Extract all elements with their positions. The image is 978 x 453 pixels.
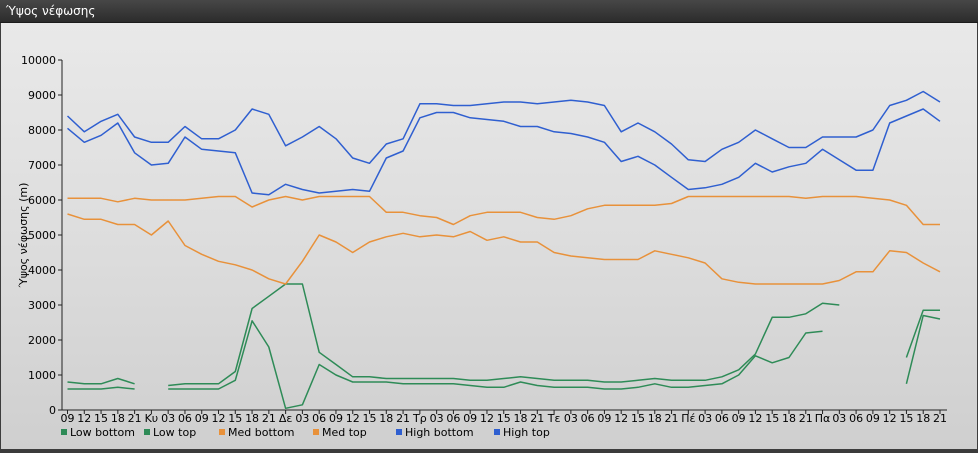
y-tick-label: 3000 <box>28 299 56 312</box>
x-tick-label: 21 <box>933 412 947 425</box>
x-tick-label: 21 <box>530 412 544 425</box>
x-tick-label: 09 <box>866 412 880 425</box>
x-tick-label: 15 <box>94 412 108 425</box>
x-tick-label: 18 <box>648 412 662 425</box>
x-tick-label: 15 <box>765 412 779 425</box>
x-tick-label: 12 <box>614 412 628 425</box>
legend-item-med-bottom: Med bottom <box>219 426 295 439</box>
x-tick-label: 09 <box>61 412 75 425</box>
x-tick-label: 06 <box>849 412 863 425</box>
x-tick-label: 03 <box>295 412 309 425</box>
x-tick-label: 06 <box>581 412 595 425</box>
x-tick-label: 21 <box>262 412 276 425</box>
x-tick-label: 03 <box>564 412 578 425</box>
x-tick-label: 12 <box>346 412 360 425</box>
x-tick-label: 18 <box>379 412 393 425</box>
legend-label: High bottom <box>405 426 474 439</box>
x-tick-label: 06 <box>312 412 326 425</box>
x-tick-label: Πα <box>815 412 831 425</box>
x-tick-label: 18 <box>916 412 930 425</box>
legend-label: Med top <box>322 426 367 439</box>
x-tick-label: 18 <box>111 412 125 425</box>
x-tick-label: 09 <box>329 412 343 425</box>
legend-label: Low bottom <box>70 426 135 439</box>
x-tick-label: 21 <box>396 412 410 425</box>
y-tick-label: 5000 <box>28 229 56 242</box>
legend-swatch <box>494 429 500 435</box>
x-tick-label: 09 <box>463 412 477 425</box>
x-tick-label: 06 <box>446 412 460 425</box>
series-line-low-top <box>67 283 940 387</box>
x-tick-label: Πέ <box>681 412 695 425</box>
legend-swatch <box>61 429 67 435</box>
legend-label: High top <box>503 426 550 439</box>
plot-area <box>62 60 947 410</box>
series-line-med-bottom <box>67 213 941 285</box>
x-tick-label: Δε <box>279 412 293 425</box>
series-line-low-bottom <box>67 314 941 410</box>
y-axis-label: Ύψος νέφωσης (m) <box>17 183 30 289</box>
series-line-high-bottom <box>67 108 941 196</box>
x-tick-label: Τρ <box>412 412 427 425</box>
series-line-high-top <box>66 90 941 165</box>
y-tick-label: 1000 <box>28 369 56 382</box>
x-tick-label: 06 <box>715 412 729 425</box>
y-tick-label: 7000 <box>28 159 56 172</box>
y-tick-label: 9000 <box>28 89 56 102</box>
x-tick-label: 15 <box>631 412 645 425</box>
legend-item-low-top: Low top <box>144 426 196 439</box>
y-tick-label: 4000 <box>28 264 56 277</box>
x-tick-label: 09 <box>597 412 611 425</box>
x-tick-label: 18 <box>514 412 528 425</box>
x-tick-label: 15 <box>363 412 377 425</box>
cloud-height-chart: 0 1000 2000 3000 4000 5000 6000 7000 8000 9000 100… <box>17 54 947 439</box>
y-tick-label: 2000 <box>28 334 56 347</box>
legend-label: Low top <box>153 426 196 439</box>
legend-item-med-top: Med top <box>313 426 367 439</box>
x-tick-label: 15 <box>497 412 511 425</box>
x-tick-label: 12 <box>883 412 897 425</box>
x-tick-label: 12 <box>77 412 91 425</box>
x-tick-label: 12 <box>748 412 762 425</box>
y-tick-label: 6000 <box>28 194 56 207</box>
x-tick-label: 21 <box>665 412 679 425</box>
window-title: Ύψος νέφωσης <box>6 4 96 18</box>
x-tick-label: 03 <box>161 412 175 425</box>
x-tick-label: 03 <box>430 412 444 425</box>
x-tick-label: 18 <box>782 412 796 425</box>
x-tick-label: Τε <box>547 412 561 425</box>
x-tick-label: 06 <box>178 412 192 425</box>
x-tick-label: 15 <box>228 412 242 425</box>
chart-panel: 0 1000 2000 3000 4000 5000 6000 7000 8000 9000 100… <box>1 23 977 449</box>
x-tick-label: 03 <box>698 412 712 425</box>
x-tick-label: 03 <box>832 412 846 425</box>
legend-item-low-bottom: Low bottom <box>61 426 135 439</box>
y-tick-label: 0 <box>49 404 56 417</box>
y-tick-label: 8000 <box>28 124 56 137</box>
legend-swatch <box>313 429 319 435</box>
x-tick-label: Κυ <box>145 412 159 425</box>
x-tick-label: 18 <box>245 412 259 425</box>
title-bar: Ύψος νέφωσης <box>0 0 978 23</box>
x-tick-label: 15 <box>899 412 913 425</box>
legend-swatch <box>219 429 225 435</box>
legend-swatch <box>144 429 150 435</box>
y-tick-label: 10000 <box>21 54 56 67</box>
x-tick-label: 21 <box>799 412 813 425</box>
x-tick-label: 09 <box>732 412 746 425</box>
x-tick-label: 09 <box>195 412 209 425</box>
series-line-med-top <box>67 195 940 226</box>
x-tick-label: 21 <box>128 412 142 425</box>
legend-label: Med bottom <box>228 426 295 439</box>
legend-swatch <box>396 429 402 435</box>
legend-item-high-top: High top <box>494 426 550 439</box>
x-tick-label: 12 <box>212 412 226 425</box>
x-tick-label: 12 <box>480 412 494 425</box>
legend-item-high-bottom: High bottom <box>396 426 474 439</box>
